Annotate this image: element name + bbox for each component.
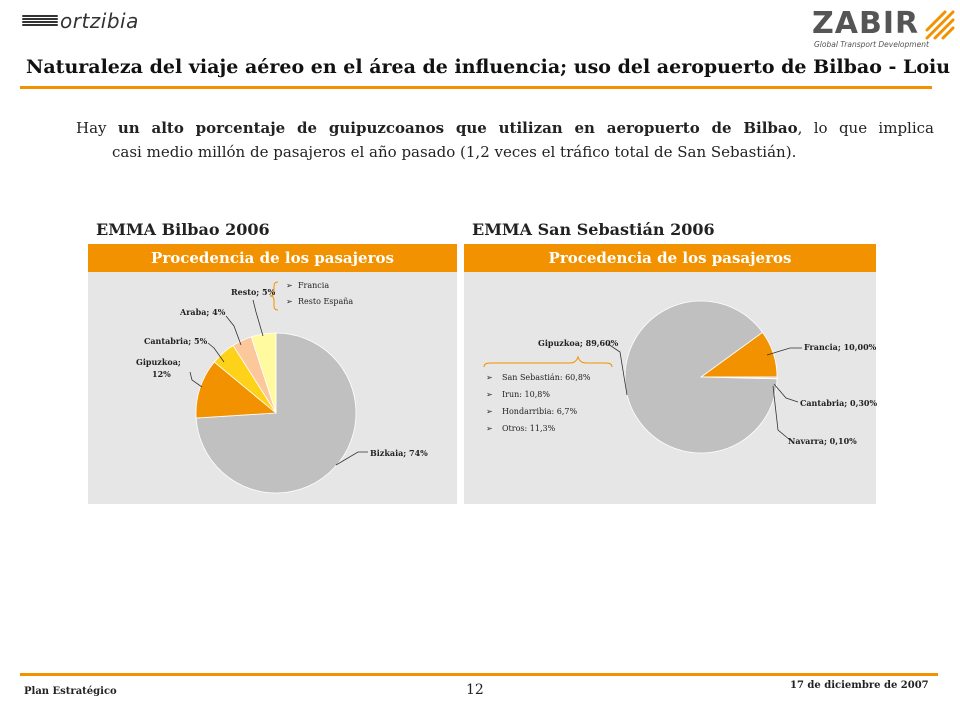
bizkaia-label: Bizkaia; 74%: [370, 448, 428, 458]
gipuzkoa-leader: [189, 371, 203, 388]
bilbao-chart-title: EMMA Bilbao 2006: [96, 220, 270, 239]
annotation-marker-icon: ➢: [286, 281, 293, 290]
ortzibia-logo-text: ortzibia: [60, 9, 139, 33]
gipuzkoa-ss-brace: [483, 355, 613, 368]
sansebastian-pie: [624, 300, 778, 454]
intro-paragraph: Hay un alto porcentaje de guipuzcoanos q…: [76, 119, 934, 161]
sansebastian-labels: [483, 343, 802, 441]
resto-brace: [269, 281, 279, 311]
francia-label: Francia; 10,00%: [804, 342, 877, 352]
footer-divider: [20, 673, 938, 676]
cantabria-leader: [207, 342, 225, 363]
footer-date: 17 de diciembre de 2007: [790, 680, 929, 691]
gipuzkoa-ss-label: Gipuzkoa; 89,60%: [538, 338, 619, 348]
sansebastian-annotation: San Sebastián: 60,8%: [502, 373, 591, 382]
page-title: Naturaleza del viaje aéreo en el área de…: [26, 56, 951, 78]
annotation-marker-icon: ➢: [486, 424, 493, 433]
bilbao-pie: [195, 332, 357, 494]
pie2-slice-3: [624, 300, 778, 454]
bizkaia-leader: [335, 451, 368, 466]
annotation-marker-icon: ➢: [486, 407, 493, 416]
pie1-slice-1: [195, 361, 278, 419]
bilbao-chart-subtitle: Procedencia de los pasajeros: [88, 244, 457, 272]
annotation-marker-icon: ➢: [286, 297, 293, 306]
sansebastian-chart-title: EMMA San Sebastián 2006: [472, 220, 715, 239]
intro-highlight: un alto porcentaje de guipuzcoanos que u…: [117, 119, 798, 137]
sansebastian-chart-subtitle: Procedencia de los pasajeros: [464, 244, 876, 272]
footer-document-name: Plan Estratégico: [24, 686, 117, 697]
resto-leader: [252, 299, 264, 337]
page-number: 12: [466, 682, 484, 698]
gipuzkoa-ss-leader: [607, 343, 628, 396]
navarra-label: Navarra; 0,10%: [788, 436, 857, 446]
cantabria-label: Cantabria; 5%: [144, 336, 208, 346]
title-divider: [20, 86, 932, 89]
araba-leader: [225, 315, 242, 346]
zabir-stripes-icon: [925, 10, 955, 40]
pie1-slice-4: [250, 332, 277, 414]
bilbao-labels: [189, 281, 368, 466]
francia-annotation: Francia: [298, 281, 329, 290]
resto-espana-annotation: Resto España: [298, 297, 353, 306]
gipuzkoa-label: Gipuzkoa; 12%: [136, 357, 181, 379]
cantabria-ss-leader: [773, 383, 799, 403]
cantabria-ss-label: Cantabria; 0,30%: [800, 398, 878, 408]
irun-annotation: Irun: 10,8%: [502, 390, 550, 399]
zabir-tagline: Global Transport Development: [814, 40, 929, 49]
francia-leader: [766, 347, 802, 356]
zabir-logo: ZABIR Global Transport Development: [812, 6, 955, 52]
otros-annotation: Otros: 11,3%: [502, 424, 556, 433]
araba-label: Araba; 4%: [179, 307, 226, 317]
logo-stripes-icon: [22, 15, 58, 27]
hondarribia-annotation: Hondarribia: 6,7%: [502, 407, 577, 416]
zabir-logo-text: ZABIR: [812, 6, 920, 41]
ortzibia-logo: ortzibia: [22, 8, 162, 34]
annotation-marker-icon: ➢: [486, 390, 493, 399]
annotation-marker-icon: ➢: [486, 373, 493, 382]
navarra-leader: [772, 385, 791, 441]
resto-label: Resto; 5%: [231, 287, 276, 297]
